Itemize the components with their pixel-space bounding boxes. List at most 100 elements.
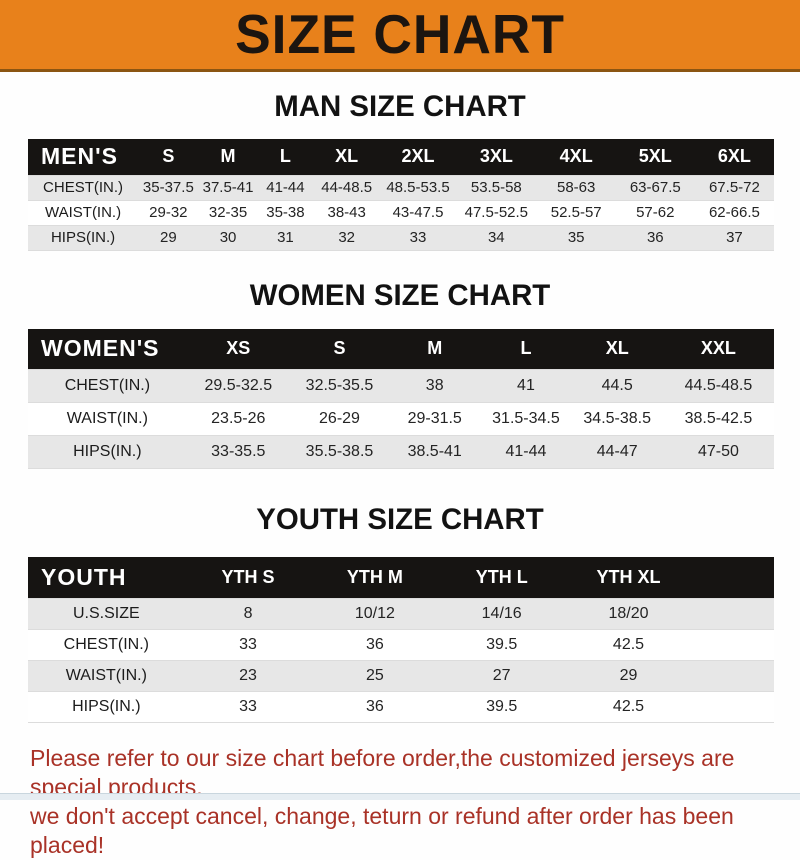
size-value-cell: 36 <box>365 635 384 653</box>
women-size-table: WOMEN'S XS S M L XL XXL CHEST(IN.) 29.5-32.5 32.5… <box>28 328 774 470</box>
size-value-cell: 33 <box>239 697 257 715</box>
youth-section-title: YOUTH SIZE CHART <box>256 503 544 536</box>
size-value-cell: 29-31.5 <box>407 410 462 427</box>
disclaimer-line-2: we don't accept cancel, change, teturn o… <box>30 802 734 858</box>
table-row: U.S.SIZE 8 10/12 14/16 18/20 <box>28 598 774 629</box>
size-value-cell: 25 <box>365 666 384 684</box>
size-value-cell: 44.5 <box>601 377 633 394</box>
bottom-edge-strip <box>0 793 800 800</box>
row-filler-cell <box>692 598 774 629</box>
size-column-header: L <box>279 146 291 167</box>
measurement-row-label: HIPS(IN.) <box>73 443 142 460</box>
size-value-cell: 33-35.5 <box>211 443 266 460</box>
measurement-row-label: CHEST(IN.) <box>43 179 124 196</box>
women-section-title: WOMEN SIZE CHART <box>249 278 551 312</box>
disclaimer-text: Please refer to our size chart before or… <box>30 744 780 860</box>
size-column-header: XXL <box>700 338 736 359</box>
table-header-row: MEN'S S M L XL 2XL 3XL 4XL 5XL 6XL <box>28 139 774 175</box>
size-value-cell: 39.5 <box>486 635 518 653</box>
size-value-cell: 26-29 <box>319 410 360 427</box>
size-value-cell: 35-37.5 <box>142 179 194 196</box>
size-value-cell: 47.5-52.5 <box>464 204 529 221</box>
size-value-cell: 27 <box>492 666 511 684</box>
size-value-cell: 32.5-35.5 <box>305 377 374 394</box>
size-value-cell: 43-47.5 <box>392 204 444 221</box>
size-value-cell: 48.5-53.5 <box>386 179 450 196</box>
table-row: WAIST(IN.) 23.5-26 26-29 29-31.5 31.5-34.5 34… <box>28 402 774 436</box>
size-table: MEN'S S M L XL 2XL 3XL 4XL 5XL 6XL CHEST(IN.) 35-37… <box>28 139 774 251</box>
size-value-cell: 33 <box>409 229 427 246</box>
measurement-row-label: WAIST(IN.) <box>45 204 122 221</box>
size-value-cell: 36 <box>646 229 664 246</box>
size-value-cell: 42.5 <box>612 697 645 715</box>
size-value-cell: 34.5-38.5 <box>583 410 651 427</box>
size-value-cell: 41-44 <box>266 179 305 196</box>
men-section-title: MAN SIZE CHART <box>274 90 526 123</box>
row-filler-cell <box>692 629 774 660</box>
size-column-header: M <box>427 338 443 359</box>
disclaimer-line-1: Please refer to our size chart before or… <box>30 744 735 800</box>
size-column-header: S <box>333 338 346 359</box>
size-value-cell: 37 <box>726 229 743 246</box>
row-filler-cell <box>692 660 774 691</box>
size-value-cell: 36 <box>365 697 384 715</box>
size-value-cell: 29 <box>160 229 177 246</box>
measurement-row-label: CHEST(IN.) <box>63 635 149 653</box>
size-value-cell: 29.5-32.5 <box>204 377 273 394</box>
size-value-cell: 34 <box>487 229 505 246</box>
measurement-row-label: CHEST(IN.) <box>64 377 151 394</box>
size-column-header: 6XL <box>717 146 751 167</box>
table-corner-label: YOUTH <box>41 563 127 590</box>
size-column-header: XL <box>605 338 629 359</box>
size-value-cell: 41 <box>517 377 535 394</box>
size-value-cell: 47-50 <box>697 443 739 460</box>
youth-size-table: YOUTH YTH S YTH M YTH L YTH XL U.S.SIZE 8 10/12… <box>28 557 774 723</box>
size-value-cell: 31.5-34.5 <box>492 410 560 427</box>
size-column-header: 2XL <box>401 146 435 167</box>
size-value-cell: 14/16 <box>481 604 522 622</box>
size-value-cell: 18/20 <box>608 604 649 622</box>
measurement-row-label: WAIST(IN.) <box>66 410 148 427</box>
size-value-cell: 32-35 <box>208 204 248 221</box>
size-value-cell: 30 <box>219 229 237 246</box>
size-value-cell: 63-67.5 <box>629 179 681 196</box>
size-value-cell: 10/12 <box>354 604 395 622</box>
size-value-cell: 62-66.5 <box>708 204 760 221</box>
size-value-cell: 35.5-38.5 <box>305 443 374 460</box>
size-value-cell: 57-62 <box>636 204 675 221</box>
size-value-cell: 38.5-41 <box>407 443 462 460</box>
table-row: WAIST(IN.) 23 25 27 29 <box>28 660 774 691</box>
size-column-header: YTH S <box>221 566 275 587</box>
table-row: CHEST(IN.) 33 36 39.5 42.5 <box>28 629 774 660</box>
size-column-header: M <box>220 146 236 167</box>
size-table: WOMEN'S XS S M L XL XXL CHEST(IN.) 29.5-32.5 32.5… <box>28 328 774 470</box>
size-column-header: XL <box>335 146 359 167</box>
size-value-cell: 31 <box>277 229 294 246</box>
table-header-row: WOMEN'S XS S M L XL XXL <box>28 328 774 370</box>
size-value-cell: 39.5 <box>486 697 518 715</box>
table-row: WAIST(IN.) 29-32 32-35 35-38 38-43 43-47.5 47.… <box>28 200 774 225</box>
size-value-cell: 35-38 <box>266 204 305 221</box>
size-column-header: 3XL <box>479 146 513 167</box>
table-header-row: YOUTH YTH S YTH M YTH L YTH XL <box>28 557 774 598</box>
size-value-cell: 38-43 <box>327 204 366 221</box>
size-value-cell: 37.5-41 <box>202 179 254 196</box>
size-value-cell: 42.5 <box>612 635 645 653</box>
size-value-cell: 8 <box>243 604 253 622</box>
size-value-cell: 32 <box>338 229 356 246</box>
size-value-cell: 44.5-48.5 <box>684 377 753 394</box>
size-value-cell: 53.5-58 <box>470 179 522 196</box>
size-column-header: L <box>520 338 532 359</box>
size-value-cell: 44-48.5 <box>321 179 373 196</box>
size-value-cell: 33 <box>239 635 257 653</box>
size-column-header: XS <box>226 338 251 359</box>
size-chart-banner: SIZE CHART <box>0 0 800 72</box>
size-value-cell: 52.5-57 <box>550 204 602 221</box>
measurement-row-label: HIPS(IN.) <box>72 697 141 715</box>
size-value-cell: 23 <box>239 666 257 684</box>
table-row: CHEST(IN.) 35-37.5 37.5-41 41-44 44-48.5 48.5… <box>28 175 774 200</box>
measurement-row-label: HIPS(IN.) <box>50 229 116 246</box>
table-row: HIPS(IN.) 29 30 31 32 33 34 35 36 37 <box>28 225 774 250</box>
size-value-cell: 38 <box>425 377 444 394</box>
size-value-cell: 29 <box>619 666 638 684</box>
